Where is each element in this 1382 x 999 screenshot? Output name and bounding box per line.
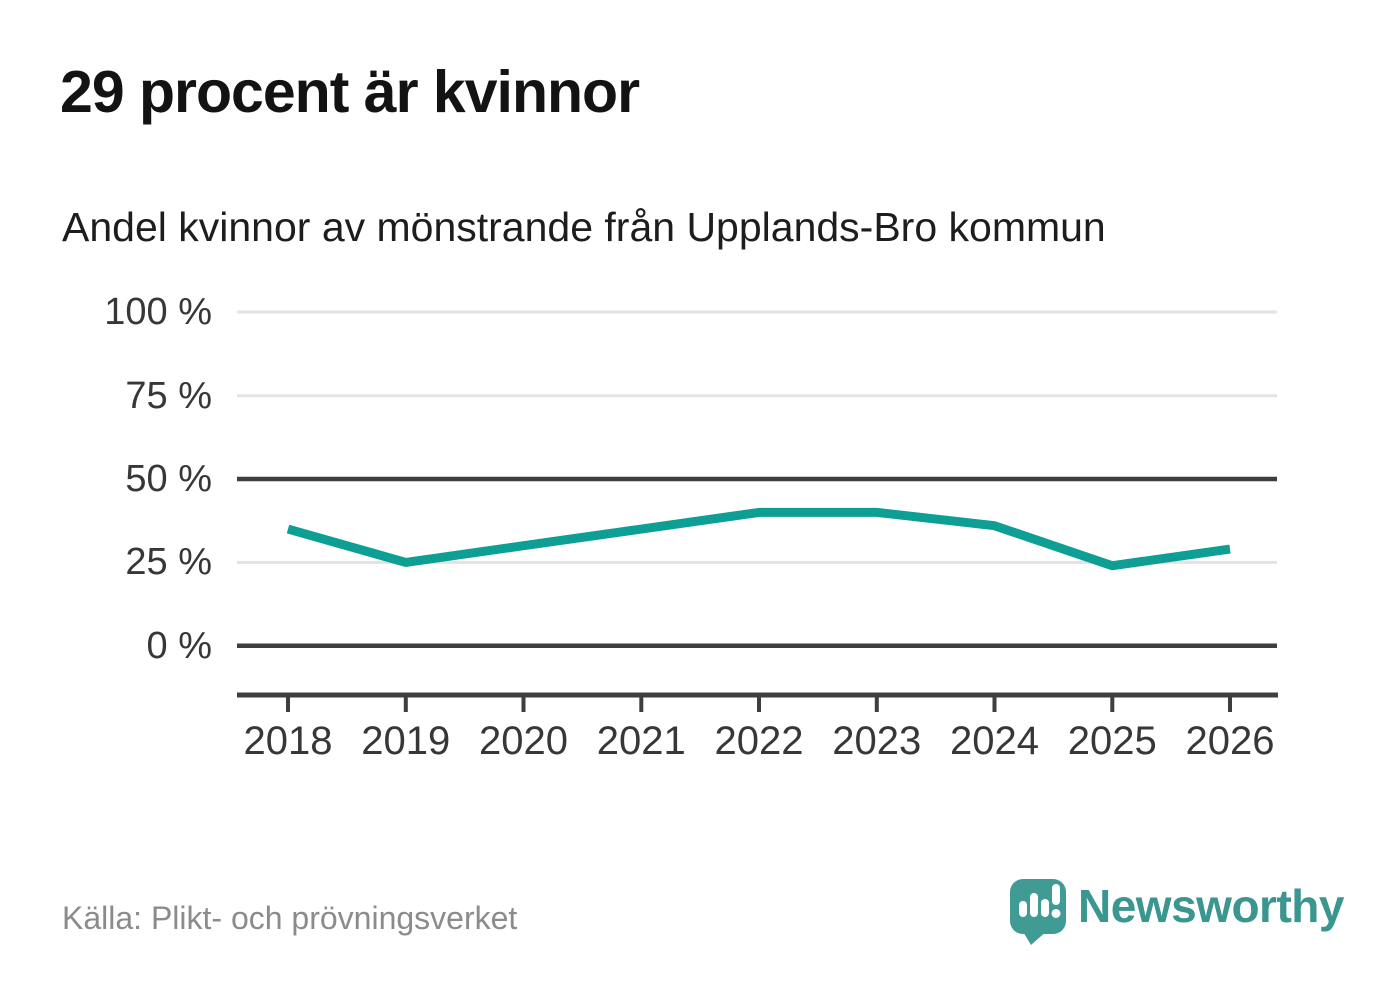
- y-tick-label-100: 100 %: [104, 291, 212, 333]
- chart-subtitle: Andel kvinnor av mönstrande från Uppland…: [62, 204, 1106, 250]
- logo-bar-small-icon: [1019, 901, 1027, 917]
- brand-wordmark: Newsworthy: [1078, 880, 1344, 932]
- logo-exclamation-bar-icon: [1052, 884, 1060, 905]
- x-tick-label-2022: 2022: [714, 719, 804, 763]
- newsworthy-logo-icon: [1010, 879, 1066, 945]
- page-title: 29 procent är kvinnor: [60, 59, 640, 125]
- series-line: [286, 507, 1231, 571]
- y-tick-label-75: 75 %: [125, 374, 212, 417]
- x-tick-label-2019: 2019: [361, 719, 451, 763]
- source-note: Källa: Plikt- och prövningsverket: [62, 900, 518, 936]
- x-tick-label-2023: 2023: [832, 719, 922, 763]
- y-tick-label-25: 25 %: [125, 541, 212, 584]
- logo-bar-tall-icon: [1030, 893, 1038, 917]
- x-tick-label-2025: 2025: [1067, 719, 1157, 763]
- y-tick-label-0: 0 %: [146, 624, 212, 667]
- logo-bar-medium-icon: [1041, 899, 1049, 917]
- logo-exclamation-dot-icon: [1051, 909, 1061, 918]
- x-tick-label-2021: 2021: [596, 719, 686, 763]
- x-tick-label-2024: 2024: [950, 719, 1039, 763]
- x-tick-label-2018: 2018: [243, 719, 333, 763]
- x-axis-ticks: [286, 695, 1232, 712]
- y-tick-label-50: 50 %: [125, 458, 212, 500]
- x-tick-label-2026: 2026: [1185, 719, 1275, 763]
- x-tick-label-2020: 2020: [479, 719, 568, 763]
